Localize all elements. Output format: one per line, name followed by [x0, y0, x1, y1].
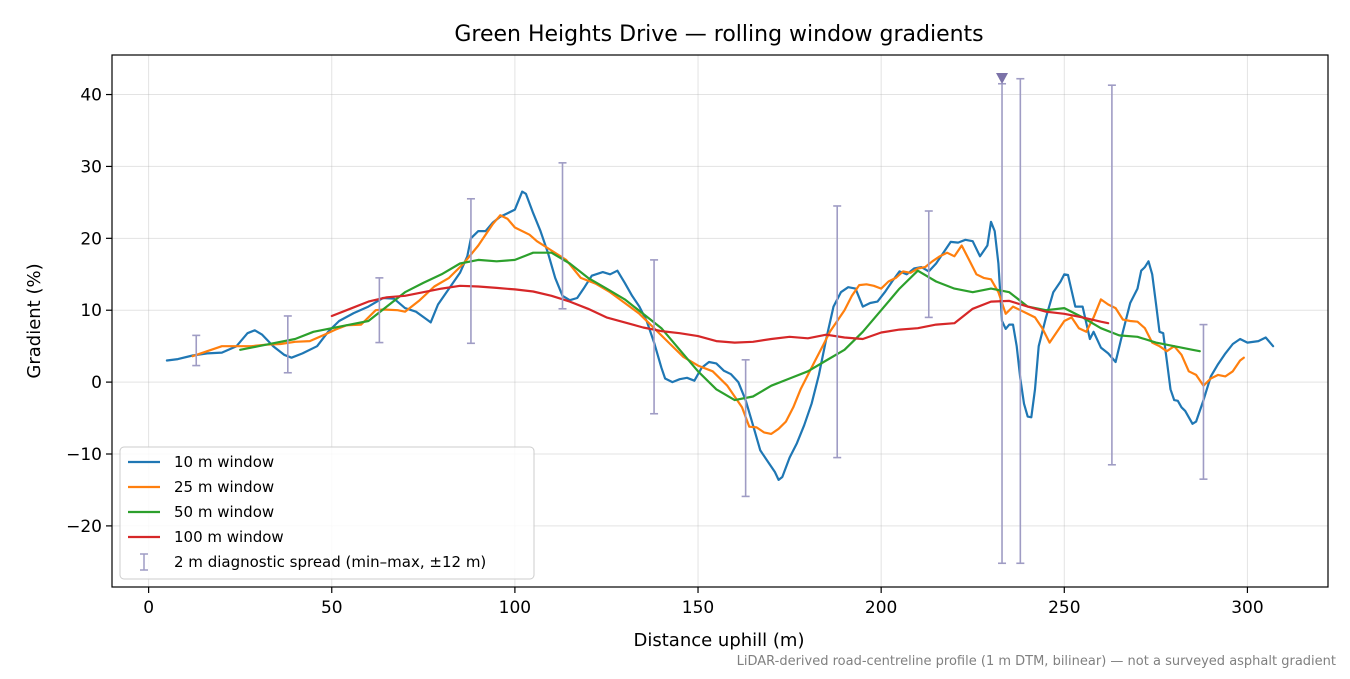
y-axis-label: Gradient (%) — [24, 263, 45, 378]
legend-frame — [119, 446, 535, 580]
error-bar — [192, 334, 201, 367]
clipped-marker — [996, 73, 1009, 85]
error-bar — [1107, 84, 1116, 466]
legend-label-25m: 25 m window — [174, 478, 274, 496]
x-axis-label: Distance uphill (m) — [634, 630, 805, 651]
y-tick-label: 10 — [80, 301, 102, 321]
x-tick-label: 300 — [1231, 598, 1263, 618]
error-bar — [833, 205, 842, 459]
chart-title: Green Heights Drive — rolling window gra… — [454, 22, 983, 47]
y-tick-label: 20 — [80, 229, 102, 249]
series-layer — [165, 190, 1275, 481]
error-bar — [650, 259, 659, 415]
error-bar — [375, 277, 384, 344]
y-tick-label: 40 — [80, 86, 102, 106]
x-tick-label: 150 — [682, 598, 714, 618]
legend-label-error-bar: 2 m diagnostic spread (min–max, ±12 m) — [174, 553, 486, 571]
y-tick-label: 0 — [91, 373, 102, 393]
series-line-50-m-window — [239, 251, 1201, 402]
axes-layer: 0 50 100 150 200 250 300 −20 −10 0 10 20 30 40 — [66, 54, 1329, 618]
error-bar — [741, 359, 750, 498]
x-tick-label: 50 — [321, 598, 343, 618]
plot-frame — [111, 54, 1329, 588]
error-bar — [558, 162, 567, 310]
error-bar — [1199, 323, 1208, 480]
x-tick-label: 0 — [143, 598, 154, 618]
error-bar — [466, 197, 475, 345]
x-tick-label: 200 — [865, 598, 897, 618]
x-tick-label: 100 — [499, 598, 531, 618]
y-tick-label: 30 — [80, 157, 102, 177]
y-tick-label: −10 — [66, 445, 102, 465]
series-line-100-m-window — [330, 284, 1110, 344]
error-bar-layer — [192, 73, 1208, 565]
y-tick-label: −20 — [66, 517, 102, 537]
footnote: LiDAR-derived road-centreline profile (1… — [737, 654, 1336, 669]
error-bar — [924, 210, 933, 319]
legend-label-50m: 50 m window — [174, 503, 274, 521]
legend-label-100m: 100 m window — [174, 528, 284, 546]
x-tick-label: 250 — [1048, 598, 1080, 618]
legend: 10 m window 25 m window 50 m window 100 … — [119, 446, 535, 580]
error-bar — [1016, 77, 1025, 565]
series-line-10-m-window — [165, 190, 1275, 481]
series-line-25-m-window — [191, 214, 1245, 435]
error-bar — [283, 315, 292, 374]
legend-swatch-error-bar — [140, 553, 148, 571]
legend-label-10m: 10 m window — [174, 453, 274, 471]
